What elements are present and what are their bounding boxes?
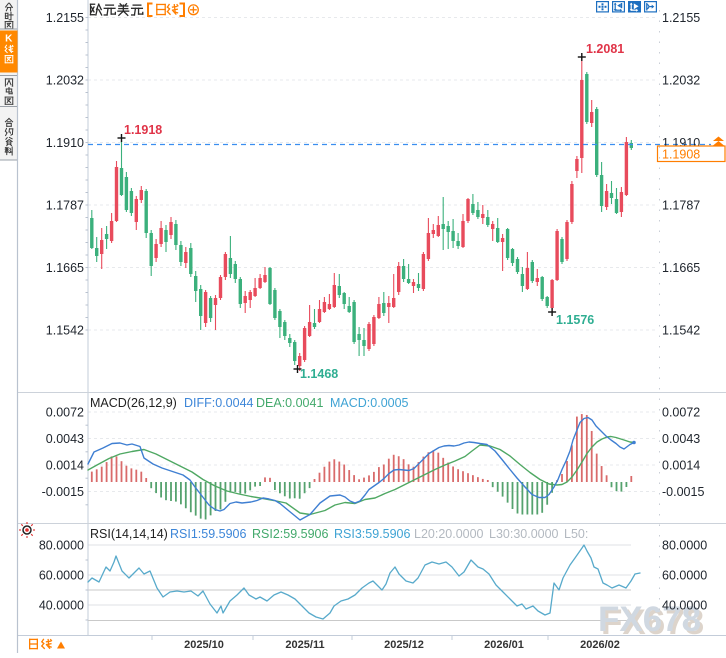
svg-text:K: K (5, 34, 13, 45)
svg-text:1.1665: 1.1665 (46, 261, 84, 275)
svg-text:MACD(26,12,9): MACD(26,12,9) (90, 396, 177, 410)
svg-text:1.1468: 1.1468 (300, 367, 338, 381)
svg-text:40.0000: 40.0000 (39, 599, 84, 613)
svg-text:DEA:0.0041: DEA:0.0041 (256, 396, 323, 410)
svg-text:2025/11: 2025/11 (285, 639, 324, 651)
svg-text:L50:: L50: (564, 527, 588, 541)
svg-text:0.0072: 0.0072 (662, 406, 700, 420)
svg-text:40.0000: 40.0000 (662, 599, 707, 613)
svg-text:1.1576: 1.1576 (556, 313, 594, 327)
svg-text:1.1787: 1.1787 (46, 199, 84, 213)
svg-text:1.1542: 1.1542 (662, 324, 700, 338)
svg-text:2026/01: 2026/01 (484, 639, 524, 651)
svg-text:2025/12: 2025/12 (384, 639, 424, 651)
svg-text:1.2155: 1.2155 (662, 11, 700, 25)
svg-text:-0.0015: -0.0015 (662, 485, 704, 499)
svg-text:2026/02: 2026/02 (580, 639, 620, 651)
svg-text:1.1665: 1.1665 (662, 261, 700, 275)
svg-text:1.1542: 1.1542 (46, 324, 84, 338)
svg-text:-0.0015: -0.0015 (42, 485, 84, 499)
svg-text:0.0072: 0.0072 (46, 406, 84, 420)
svg-text:0.0043: 0.0043 (46, 432, 84, 446)
svg-text:1.1910: 1.1910 (46, 136, 84, 150)
svg-text:RSI1:59.5906: RSI1:59.5906 (170, 527, 246, 541)
svg-text:1.1918: 1.1918 (124, 123, 162, 137)
svg-text:60.0000: 60.0000 (662, 569, 707, 583)
svg-text:RSI3:59.5906: RSI3:59.5906 (334, 527, 410, 541)
svg-text:RSI(14,14,14): RSI(14,14,14) (90, 527, 168, 541)
svg-text:1.2032: 1.2032 (46, 74, 84, 88)
svg-text:0.0014: 0.0014 (662, 459, 700, 473)
svg-text:1.1787: 1.1787 (662, 199, 700, 213)
svg-text:0.0014: 0.0014 (46, 459, 84, 473)
svg-text:80.0000: 80.0000 (39, 539, 84, 553)
svg-text:1.2032: 1.2032 (662, 74, 700, 88)
svg-text:L30:30.0000: L30:30.0000 (489, 527, 559, 541)
svg-text:80.0000: 80.0000 (662, 539, 707, 553)
svg-text:DIFF:0.0044: DIFF:0.0044 (184, 396, 254, 410)
svg-text:60.0000: 60.0000 (39, 569, 84, 583)
svg-text:RSI2:59.5906: RSI2:59.5906 (252, 527, 328, 541)
svg-text:1.1908: 1.1908 (662, 148, 700, 162)
svg-text:L20:20.0000: L20:20.0000 (414, 527, 484, 541)
svg-text:1.2081: 1.2081 (586, 42, 624, 56)
svg-text:2025/10: 2025/10 (184, 639, 224, 651)
svg-text:1.2155: 1.2155 (46, 11, 84, 25)
svg-text:MACD:0.0005: MACD:0.0005 (330, 396, 409, 410)
svg-text:0.0043: 0.0043 (662, 432, 700, 446)
